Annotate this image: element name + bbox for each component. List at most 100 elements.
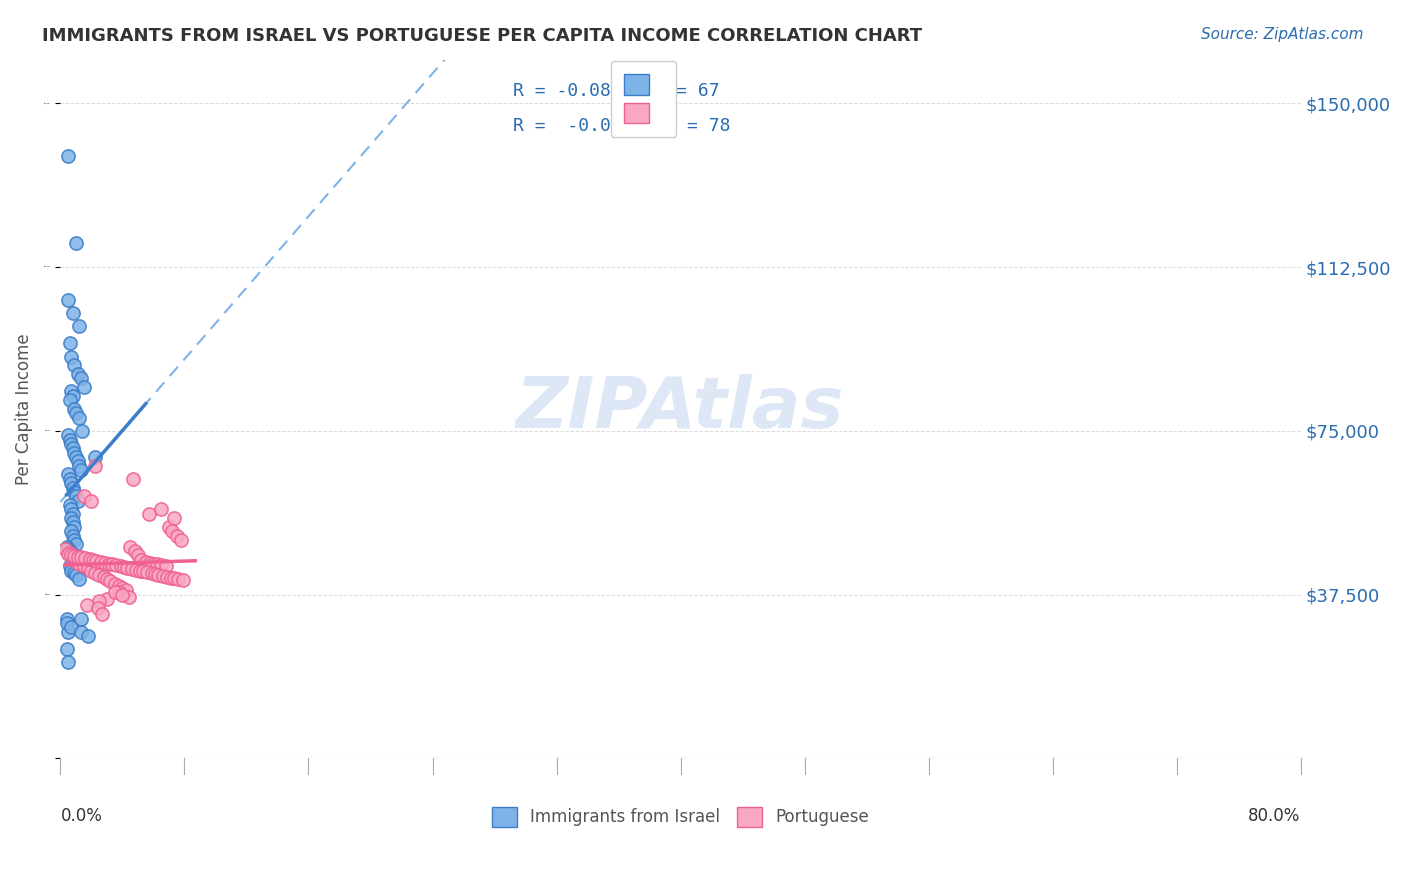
Point: [60, 546, 83, 560]
Point: [83, 566, 105, 580]
Point: [142, 557, 165, 571]
Point: [59, 472, 82, 486]
Point: [83, 458, 105, 473]
Point: [63, 566, 86, 580]
Point: [65, 489, 87, 503]
Point: [59, 393, 82, 408]
Point: [62, 516, 84, 530]
Point: [108, 585, 131, 599]
Point: [69, 624, 91, 639]
Point: [162, 571, 184, 585]
Point: [62, 306, 84, 320]
Point: [65, 568, 87, 582]
Point: [62, 507, 84, 521]
Point: [104, 576, 127, 591]
Point: [83, 450, 105, 464]
Point: [89, 594, 111, 608]
Point: [152, 568, 174, 582]
Point: [60, 502, 83, 516]
Point: [75, 551, 97, 566]
Point: [69, 611, 91, 625]
Point: [111, 581, 134, 595]
Point: [58, 655, 80, 669]
Point: [63, 549, 86, 563]
Text: R = -0.080   N = 67: R = -0.080 N = 67: [513, 82, 720, 100]
Point: [141, 566, 163, 581]
Point: [55, 615, 77, 630]
Point: [114, 583, 136, 598]
Text: 80.0%: 80.0%: [1249, 807, 1301, 825]
Point: [82, 553, 104, 567]
Point: [59, 544, 82, 558]
Point: [167, 572, 190, 586]
Point: [105, 558, 128, 573]
Point: [58, 293, 80, 307]
Point: [60, 620, 83, 634]
Point: [150, 502, 173, 516]
Point: [79, 552, 101, 566]
Point: [146, 568, 169, 582]
Text: Source: ZipAtlas.com: Source: ZipAtlas.com: [1201, 27, 1364, 42]
Point: [160, 524, 183, 539]
Point: [162, 511, 184, 525]
Point: [67, 458, 90, 473]
Point: [155, 559, 177, 574]
Point: [91, 607, 114, 622]
Y-axis label: Per Capita Income: Per Capita Income: [15, 333, 32, 484]
Point: [60, 564, 83, 578]
Point: [63, 445, 86, 459]
Point: [55, 540, 77, 554]
Point: [60, 511, 83, 525]
Point: [80, 493, 103, 508]
Point: [65, 235, 87, 250]
Point: [59, 546, 82, 560]
Point: [67, 557, 90, 571]
Point: [136, 566, 159, 580]
Point: [124, 544, 146, 558]
Point: [66, 454, 89, 468]
Point: [58, 624, 80, 639]
Point: [73, 489, 96, 503]
Point: [63, 484, 86, 499]
Point: [67, 572, 90, 586]
Point: [60, 350, 83, 364]
Point: [96, 572, 118, 586]
Point: [62, 389, 84, 403]
Point: [157, 520, 180, 534]
Point: [127, 548, 149, 562]
Point: [60, 524, 83, 539]
Point: [170, 533, 193, 547]
Point: [67, 318, 90, 333]
Point: [73, 559, 96, 574]
Point: [63, 548, 86, 562]
Point: [131, 565, 153, 579]
Point: [150, 558, 173, 573]
Point: [59, 498, 82, 512]
Point: [62, 555, 84, 569]
Point: [65, 450, 87, 464]
Point: [66, 493, 89, 508]
Point: [129, 552, 152, 566]
Point: [94, 556, 117, 570]
Point: [143, 567, 166, 582]
Point: [77, 629, 100, 643]
Point: [135, 555, 157, 569]
Point: [80, 564, 103, 578]
Point: [59, 559, 82, 574]
Point: [58, 149, 80, 163]
Point: [62, 550, 84, 565]
Point: [58, 547, 80, 561]
Point: [65, 406, 87, 420]
Point: [63, 359, 86, 373]
Point: [77, 561, 100, 575]
Point: [66, 549, 89, 564]
Point: [65, 555, 87, 569]
Point: [55, 611, 77, 625]
Point: [93, 570, 115, 584]
Point: [145, 558, 167, 572]
Point: [69, 371, 91, 385]
Point: [166, 528, 188, 542]
Point: [63, 533, 86, 547]
Point: [172, 573, 194, 587]
Point: [62, 528, 84, 542]
